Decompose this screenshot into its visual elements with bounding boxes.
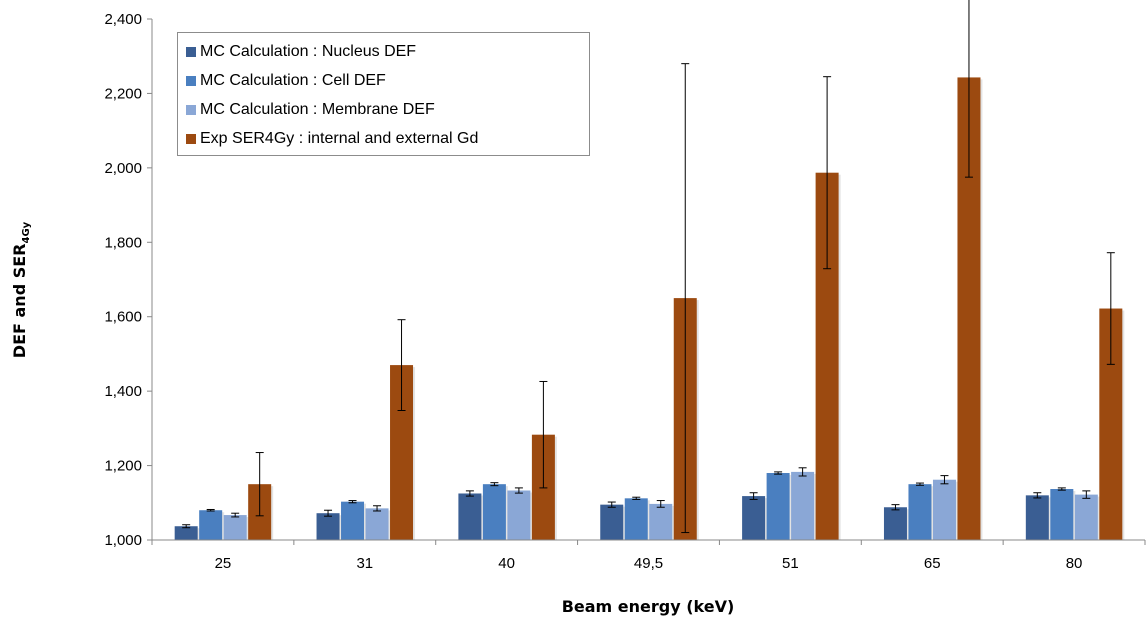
legend-item-membrane: MC Calculation : Membrane DEF xyxy=(186,95,589,124)
bar xyxy=(1025,495,1049,540)
x-tick-label: 40 xyxy=(498,555,515,572)
legend-item-nucleus: MC Calculation : Nucleus DEF xyxy=(186,37,589,66)
bar xyxy=(1050,489,1074,540)
legend-item-experimental: Exp SER4Gy : internal and external Gd xyxy=(186,124,589,153)
bar xyxy=(390,365,414,540)
x-tick-label: 51 xyxy=(782,555,799,572)
y-tick-label: 1,200 xyxy=(104,458,142,475)
y-axis-title-main: DEF and SER xyxy=(9,243,29,359)
y-axis-title-sub: 4Gy xyxy=(21,221,33,244)
legend-label: MC Calculation : Membrane DEF xyxy=(200,100,435,118)
legend-swatch xyxy=(186,104,196,115)
legend-item-cell: MC Calculation : Cell DEF xyxy=(186,66,589,95)
y-tick-label: 2,200 xyxy=(104,85,142,102)
bar xyxy=(957,77,981,541)
legend-label: MC Calculation : Nucleus DEF xyxy=(200,42,417,60)
axes-layer xyxy=(151,19,1145,541)
chart-legend: MC Calculation : Nucleus DEF MC Calculat… xyxy=(177,32,590,156)
legend-swatch xyxy=(186,46,196,57)
y-tick-label: 1,000 xyxy=(104,532,142,549)
legend-label: Exp SER4Gy : internal and external Gd xyxy=(200,129,479,147)
bar xyxy=(316,513,340,540)
bar xyxy=(365,508,389,540)
x-tick-label: 31 xyxy=(356,555,373,572)
bar xyxy=(223,515,247,540)
y-tick-label: 2,000 xyxy=(104,160,142,177)
bar xyxy=(1074,494,1098,540)
bar xyxy=(174,526,198,540)
bar xyxy=(600,504,624,540)
legend-swatch xyxy=(186,133,196,144)
x-tick-label: 49,5 xyxy=(634,555,663,572)
x-axis-title: Beam energy (keV) xyxy=(562,597,735,616)
bar xyxy=(766,473,790,540)
bar xyxy=(482,484,506,540)
y-tick-label: 1,800 xyxy=(104,234,142,251)
error-bars-layer xyxy=(182,0,1115,534)
x-ticks-layer: 25 31 40 49,5 51 65 80 xyxy=(151,540,1146,572)
bar xyxy=(932,479,956,540)
y-tick-label: 1,600 xyxy=(104,309,142,326)
bar xyxy=(883,507,907,540)
x-tick-label: 25 xyxy=(215,555,232,572)
bar xyxy=(624,498,648,540)
bar xyxy=(199,510,223,540)
bar xyxy=(815,172,839,540)
y-ticks-layer: 1,000 1,200 1,400 1,600 1,800 2,000 2,200 2,400 xyxy=(104,11,152,549)
y-tick-label: 2,400 xyxy=(104,11,142,28)
legend-label: MC Calculation : Cell DEF xyxy=(200,71,386,89)
bar xyxy=(791,471,815,540)
y-tick-label: 1,400 xyxy=(104,383,142,400)
x-tick-label: 80 xyxy=(1066,555,1083,572)
bar xyxy=(649,503,673,540)
bar xyxy=(458,493,482,540)
bar xyxy=(742,496,766,540)
x-tick-label: 65 xyxy=(924,555,941,572)
bar xyxy=(341,501,365,540)
bar xyxy=(507,490,531,540)
legend-swatch xyxy=(186,75,196,86)
bar xyxy=(908,484,932,540)
bar xyxy=(1099,308,1123,540)
